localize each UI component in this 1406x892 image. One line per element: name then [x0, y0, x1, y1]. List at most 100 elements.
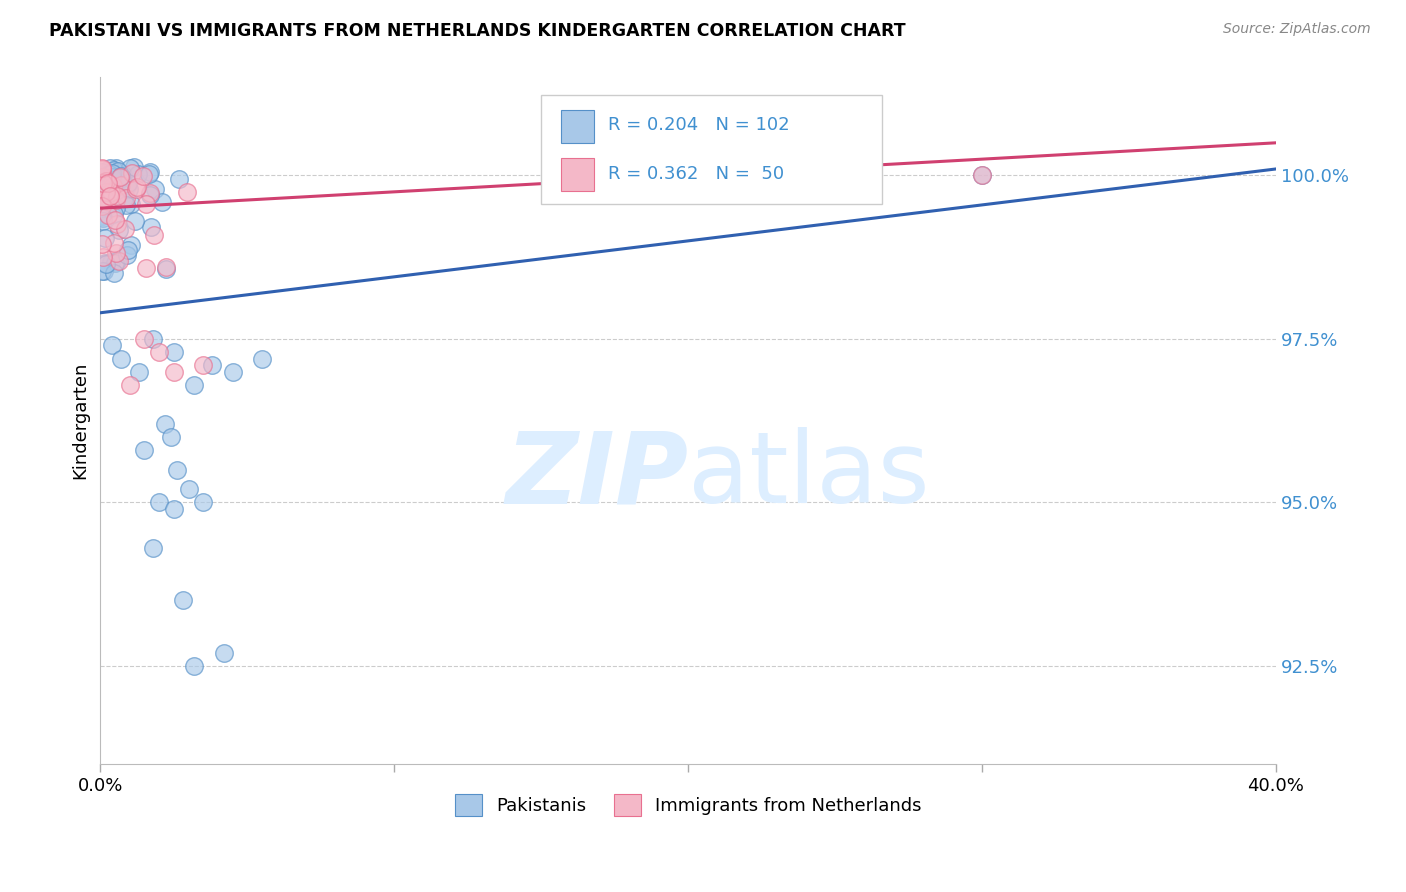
- Point: [105, 246, 128, 260]
- Point: [121, 166, 143, 180]
- Point: [110, 178, 132, 193]
- Point: [101, 338, 124, 352]
- Point: [100, 186, 122, 200]
- Point: [90, 165, 112, 179]
- Point: [94, 186, 117, 201]
- Point: [127, 167, 149, 181]
- Point: [94, 195, 117, 210]
- Point: [148, 495, 170, 509]
- Point: [105, 217, 128, 231]
- Point: [250, 351, 273, 366]
- Point: [970, 169, 993, 183]
- Point: [90, 194, 112, 208]
- Point: [101, 171, 124, 186]
- Point: [115, 191, 138, 205]
- Point: [108, 223, 131, 237]
- Point: [91, 211, 114, 226]
- Point: [163, 345, 186, 359]
- Point: [110, 351, 132, 366]
- Point: [93, 264, 115, 278]
- Point: [93, 183, 115, 197]
- Point: [90, 263, 112, 277]
- Point: [163, 501, 186, 516]
- Point: [108, 169, 131, 184]
- Point: [103, 236, 125, 251]
- Text: atlas: atlas: [688, 427, 929, 524]
- Point: [138, 167, 160, 181]
- Point: [166, 463, 188, 477]
- Point: [107, 164, 129, 178]
- Point: [98, 189, 121, 203]
- Point: [201, 358, 224, 372]
- Point: [101, 166, 124, 180]
- Point: [98, 168, 121, 182]
- Point: [101, 173, 124, 187]
- Point: [104, 184, 127, 198]
- Point: [90, 169, 112, 184]
- Point: [155, 260, 177, 274]
- Text: ZIP: ZIP: [505, 427, 688, 524]
- Point: [105, 187, 128, 202]
- Point: [97, 176, 120, 190]
- Point: [172, 593, 194, 607]
- Y-axis label: Kindergarten: Kindergarten: [72, 362, 89, 479]
- Point: [107, 254, 129, 268]
- Point: [193, 358, 215, 372]
- Point: [142, 541, 165, 555]
- Point: [177, 483, 200, 497]
- Point: [94, 257, 117, 271]
- Point: [221, 365, 243, 379]
- Point: [91, 169, 114, 184]
- Point: [96, 194, 118, 209]
- Point: [111, 170, 134, 185]
- Point: [104, 176, 127, 190]
- Point: [98, 172, 121, 186]
- Point: [91, 176, 114, 190]
- Point: [104, 201, 127, 215]
- Point: [125, 182, 148, 196]
- Point: [105, 193, 128, 207]
- Point: [118, 182, 141, 196]
- Point: [142, 332, 165, 346]
- Point: [134, 332, 156, 346]
- Point: [103, 266, 125, 280]
- Point: [98, 167, 121, 181]
- Point: [148, 345, 170, 359]
- Point: [103, 181, 125, 195]
- Point: [103, 167, 125, 181]
- Bar: [561, 110, 595, 143]
- Point: [98, 194, 121, 209]
- Point: [100, 255, 122, 269]
- Point: [104, 256, 127, 270]
- Point: [91, 213, 114, 227]
- Point: [134, 443, 156, 458]
- Point: [115, 198, 138, 212]
- Point: [103, 163, 125, 178]
- Text: Source: ZipAtlas.com: Source: ZipAtlas.com: [1223, 22, 1371, 37]
- Point: [150, 195, 173, 210]
- Point: [94, 179, 117, 194]
- Legend: Pakistanis, Immigrants from Netherlands: Pakistanis, Immigrants from Netherlands: [447, 787, 929, 823]
- Point: [100, 183, 122, 197]
- Point: [105, 189, 128, 203]
- Point: [96, 189, 118, 203]
- Bar: [561, 158, 595, 191]
- Point: [90, 161, 112, 176]
- Point: [120, 237, 142, 252]
- Point: [135, 260, 157, 275]
- Text: PAKISTANI VS IMMIGRANTS FROM NETHERLANDS KINDERGARTEN CORRELATION CHART: PAKISTANI VS IMMIGRANTS FROM NETHERLANDS…: [49, 22, 905, 40]
- Point: [105, 253, 128, 268]
- Point: [91, 251, 114, 265]
- Point: [98, 187, 121, 202]
- Point: [115, 248, 138, 262]
- Point: [176, 185, 198, 199]
- Point: [167, 171, 190, 186]
- Point: [120, 161, 142, 176]
- Point: [94, 230, 117, 244]
- Point: [104, 172, 127, 186]
- Point: [94, 255, 117, 269]
- Point: [193, 495, 215, 509]
- Point: [94, 193, 117, 207]
- Point: [124, 213, 146, 227]
- Point: [94, 185, 117, 199]
